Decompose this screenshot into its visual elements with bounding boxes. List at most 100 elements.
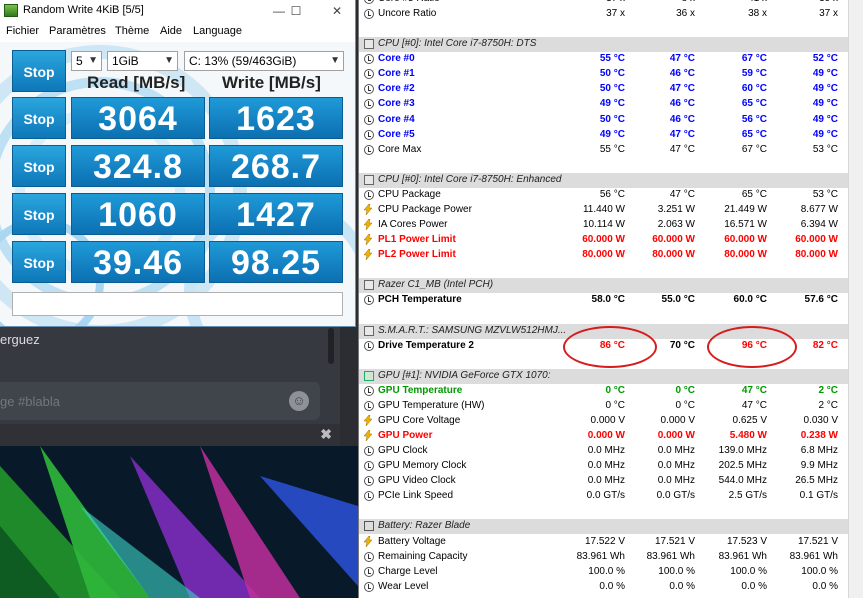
sensor-row[interactable]: Core #4 50 °C 46 °C 56 °C 49 °C xyxy=(359,113,849,128)
title-bar[interactable]: Random Write 4KiB [5/5] — ☐ ✕ xyxy=(0,0,355,22)
menu-aide[interactable]: Aide xyxy=(160,25,183,37)
maximum-value: 2.5 GT/s xyxy=(728,490,767,502)
average-value: 37 x xyxy=(819,8,838,20)
maximum-value: 60 °C xyxy=(741,83,767,95)
sensor-row[interactable]: GPU Video Clock 0.0 MHz 0.0 MHz 544.0 MHz 26… xyxy=(359,474,849,489)
menu-fichier[interactable]: Fichier xyxy=(6,25,40,37)
close-icon[interactable]: ✖ xyxy=(320,426,332,442)
stop-button-seq[interactable]: Stop xyxy=(12,193,66,235)
sensor-group-header[interactable]: CPU [#0]: Intel Core i7-8750H: Enhanced xyxy=(359,172,849,188)
sensor-row[interactable]: IA Cores Power 10.114 W 2.063 W 16.571 W 6.3… xyxy=(359,218,849,233)
stop-all-button[interactable]: Stop xyxy=(12,50,66,92)
sensor-row[interactable]: GPU Memory Clock 0.0 MHz 0.0 MHz 202.5 MHz 9… xyxy=(359,459,849,474)
menu-theme[interactable]: Thème xyxy=(115,25,150,37)
sensor-name: Wear Level xyxy=(378,580,429,592)
sensor-group-label: CPU [#0]: Intel Core i7-8750H: Enhanced xyxy=(378,173,562,185)
sensor-row[interactable]: Charge Level 100.0 % 100.0 % 100.0 % 100.0 % xyxy=(359,565,849,580)
sensor-row[interactable]: Core #5 49 °C 47 °C 65 °C 49 °C xyxy=(359,128,849,143)
spacer-row xyxy=(359,308,849,323)
lightning-icon xyxy=(363,535,373,548)
sensor-row[interactable]: Wear Level 0.0 % 0.0 % 0.0 % 0.0 % xyxy=(359,580,849,595)
sensor-row[interactable]: PL2 Power Limit 80.000 W 80.000 W 80.000 W 8… xyxy=(359,248,849,263)
sensor-group-label: CPU [#0]: Intel Core i7-8750H: DTS xyxy=(378,38,537,50)
average-value: 6.394 W xyxy=(800,219,838,231)
sensor-group-header[interactable]: Razer C1_MB (Intel PCH) xyxy=(359,278,849,294)
gauge-icon xyxy=(364,69,374,80)
lightning-icon xyxy=(363,233,373,246)
sensor-row[interactable]: Battery Voltage 17.522 V 17.521 V 17.523 V 1… xyxy=(359,535,849,550)
sensor-row[interactable]: PCH Temperature 58.0 °C 55.0 °C 60.0 °C 57.6… xyxy=(359,293,849,308)
sensor-row[interactable]: GPU Clock 0.0 MHz 0.0 MHz 139.0 MHz 6.8 MHz xyxy=(359,444,849,459)
sensor-row[interactable]: Core #1 50 °C 46 °C 59 °C 49 °C xyxy=(359,67,849,82)
gauge-icon xyxy=(364,385,374,396)
current-value: 17.522 V xyxy=(584,535,625,547)
current-value: 0.000 V xyxy=(590,414,625,426)
menu-language[interactable]: Language xyxy=(193,25,242,37)
sensor-row[interactable]: Core #5 Ratio 37 x8 x41 x39 x xyxy=(359,0,849,7)
chat-message-input[interactable]: ge #blabla ☺ xyxy=(0,382,320,420)
sensor-row[interactable]: CPU Package Power 11.440 W 3.251 W 21.449 W… xyxy=(359,203,849,218)
comment-input[interactable] xyxy=(12,292,343,316)
current-value: 50 °C xyxy=(599,83,625,95)
sensor-row[interactable]: PL1 Power Limit 60.000 W 60.000 W 60.000 W 6… xyxy=(359,233,849,248)
sensor-list-scrollbar[interactable] xyxy=(848,0,863,598)
sensor-group-header[interactable]: CPU [#0]: Intel Core i7-8750H: DTS xyxy=(359,37,849,53)
minimize-button[interactable]: — xyxy=(273,4,285,18)
lightning-icon xyxy=(363,429,373,442)
gauge-icon xyxy=(364,400,374,411)
size-select[interactable]: 1GiB ▼ xyxy=(107,51,178,71)
sensor-group-header[interactable]: Battery: Razer Blade xyxy=(359,519,849,535)
sensor-row[interactable]: Remaining Capacity 83.961 Wh 83.961 Wh 83.9… xyxy=(359,550,849,565)
sensor-row[interactable]: GPU Power 0.000 W 0.000 W 5.480 W 0.238 W xyxy=(359,429,849,444)
sensor-name: Core #2 xyxy=(378,83,415,95)
maximum-value: 60.0 °C xyxy=(733,294,767,306)
desktop-wallpaper xyxy=(0,446,358,598)
sensor-row[interactable]: Core #2 50 °C 47 °C 60 °C 49 °C xyxy=(359,82,849,97)
minimum-value: 0.0 MHz xyxy=(657,475,695,487)
sensor-row[interactable]: Core #0 55 °C 47 °C 67 °C 52 °C xyxy=(359,52,849,67)
sensor-row[interactable]: PCIe Link Speed 0.0 GT/s 0.0 GT/s 2.5 GT/s 0… xyxy=(359,489,849,504)
maximize-button[interactable]: ☐ xyxy=(290,4,302,18)
sensor-row[interactable]: GPU Temperature (HW) 0 °C 0 °C 47 °C 2 °C xyxy=(359,399,849,414)
sensor-group-header[interactable]: GPU [#1]: NVIDIA GeForce GTX 1070: xyxy=(359,368,849,384)
stop-button-seq-q32[interactable]: Stop xyxy=(12,97,66,139)
emoji-icon[interactable]: ☺ xyxy=(289,391,309,411)
drive-select[interactable]: C: 13% (59/463GiB) ▼ xyxy=(184,51,344,71)
count-select[interactable]: 5 ▼ xyxy=(71,51,102,71)
chip-icon xyxy=(364,174,374,185)
gauge-icon xyxy=(364,295,374,306)
sensor-name: Uncore Ratio xyxy=(378,8,437,20)
sensor-row[interactable]: CPU Package 56 °C 47 °C 65 °C 53 °C xyxy=(359,188,849,203)
sensor-name: Remaining Capacity xyxy=(378,550,468,562)
minimum-value: 47 °C xyxy=(669,83,695,95)
gauge-icon xyxy=(364,0,374,4)
sensor-name: PCH Temperature xyxy=(378,294,462,306)
chat-scrollbar[interactable] xyxy=(328,328,334,364)
current-value: 49 °C xyxy=(599,128,625,140)
spacer-row xyxy=(359,263,849,278)
current-value: 37 x xyxy=(606,8,625,20)
sensor-row[interactable]: Uncore Ratio 37 x 36 x 38 x 37 x xyxy=(359,7,849,22)
sensor-row[interactable]: GPU Core Voltage 0.000 V 0.000 V 0.625 V 0.0… xyxy=(359,414,849,429)
highlight-circle xyxy=(563,326,657,368)
sensor-row[interactable]: Core #3 49 °C 46 °C 65 °C 49 °C xyxy=(359,97,849,112)
minimum-value: 55.0 °C xyxy=(661,294,695,306)
current-value: 55 °C xyxy=(599,143,625,155)
stop-button-4k-q32[interactable]: Stop xyxy=(12,145,66,187)
current-value: 100.0 % xyxy=(588,565,625,577)
average-value: 2 °C xyxy=(818,399,838,411)
stop-button-4k[interactable]: Stop xyxy=(12,241,66,283)
sensor-row[interactable]: Core Max 55 °C 47 °C 67 °C 53 °C xyxy=(359,143,849,158)
maximum-value: 544.0 MHz xyxy=(718,475,767,487)
sensor-name: PL1 Power Limit xyxy=(378,234,456,246)
minimum-value: 3.251 W xyxy=(657,203,695,215)
minimum-value: 60.000 W xyxy=(652,234,695,246)
close-button[interactable]: ✕ xyxy=(331,4,343,18)
count-value: 5 xyxy=(76,54,83,68)
minimum-value: 47 °C xyxy=(669,128,695,140)
current-value: 60.000 W xyxy=(582,234,625,246)
current-value: 37 x xyxy=(555,0,625,4)
sensor-row[interactable]: GPU Temperature 0 °C 0 °C 47 °C 2 °C xyxy=(359,384,849,399)
average-value: 49 °C xyxy=(812,68,838,80)
menu-parametres[interactable]: Paramètres xyxy=(49,25,106,37)
